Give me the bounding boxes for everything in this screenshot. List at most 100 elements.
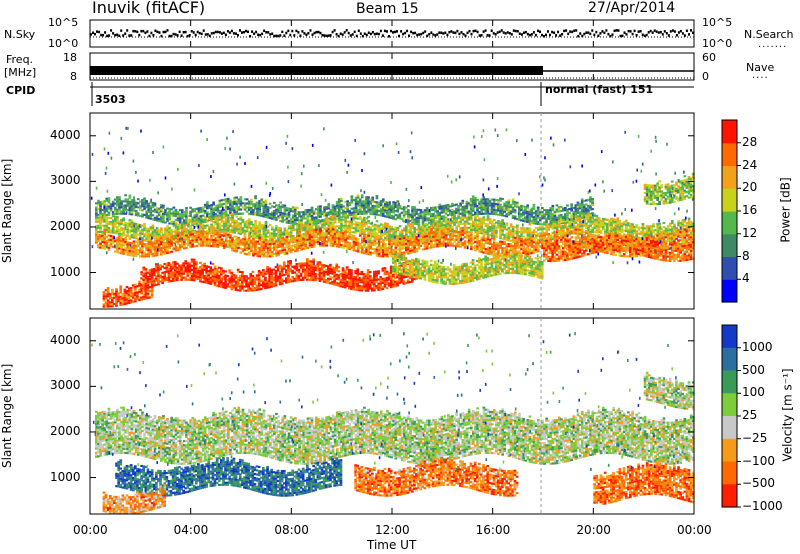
power-cell (392, 209, 395, 212)
power-cell (208, 215, 211, 218)
power-cell (553, 217, 557, 220)
power-cell (650, 231, 653, 234)
power-cell (497, 205, 500, 208)
power-cell (340, 226, 343, 229)
power-cell (235, 208, 238, 211)
power-cell (536, 212, 540, 215)
nsky-sample (241, 31, 243, 34)
power-cell (520, 204, 523, 207)
power-cell (237, 226, 241, 229)
power-cell (218, 205, 222, 208)
power-cell (488, 202, 492, 205)
power-cell (574, 215, 578, 218)
power-cell (323, 232, 326, 235)
power-cell (247, 251, 251, 254)
power-cell (576, 215, 580, 218)
power-cell (132, 232, 136, 235)
power-cell (691, 222, 695, 225)
power-cell (105, 242, 109, 245)
power-cell (335, 205, 339, 208)
power-cell (407, 252, 410, 255)
power-cell (97, 199, 100, 202)
power-cell (183, 230, 186, 233)
nsky-sample (299, 34, 302, 37)
power-cell (279, 233, 282, 236)
nsky-sample (486, 34, 489, 37)
power-cell (111, 225, 115, 228)
power-cell (478, 200, 481, 203)
power-cell (432, 220, 435, 223)
power-cell (560, 227, 563, 230)
power-cell (597, 227, 601, 230)
power-cell (195, 221, 199, 224)
power-cell (582, 204, 586, 207)
power-cell (631, 235, 634, 238)
power-cell (260, 241, 264, 244)
power-cell (346, 216, 349, 219)
power-cell (538, 223, 542, 226)
power-cell (337, 210, 341, 213)
power-cell (210, 208, 213, 211)
power-cell (340, 203, 343, 206)
power-cell (386, 215, 389, 218)
nsky-sample (174, 33, 177, 36)
power-cell (187, 231, 190, 234)
power-cell (620, 230, 624, 233)
power-cell (191, 210, 194, 213)
power-cell (402, 251, 406, 254)
power-cell (218, 244, 222, 247)
power-cell (99, 203, 102, 206)
power-cell (346, 206, 349, 209)
power-cell (591, 204, 594, 207)
power-cell (572, 222, 576, 225)
power-cell (151, 224, 155, 227)
power-cell (327, 222, 331, 225)
power-cell (166, 237, 169, 240)
power-cell (421, 211, 425, 214)
power-cell (250, 206, 253, 209)
power-cell (449, 224, 452, 227)
power-cell (541, 206, 544, 209)
power-cell (103, 226, 107, 229)
power-cell (220, 240, 224, 243)
power-cell (392, 253, 396, 256)
power-cell (149, 209, 153, 212)
power-cell (139, 230, 142, 233)
power-cell (266, 235, 270, 238)
power-cell (237, 218, 241, 221)
power-cell (143, 199, 146, 202)
power-cell (279, 213, 282, 216)
power-cell (474, 231, 477, 234)
power-cell (237, 238, 241, 241)
power-cell (507, 199, 511, 202)
power-cell (271, 234, 274, 237)
power-cell (268, 251, 272, 254)
power-cell (157, 241, 161, 244)
power-cell (482, 200, 486, 203)
power-cell (486, 208, 490, 211)
power-cell (375, 226, 379, 229)
power-cell (153, 242, 157, 245)
power-cell (199, 236, 203, 239)
nsky-sample (319, 31, 322, 35)
power-cell (639, 230, 643, 233)
power-cell (243, 236, 247, 239)
power-cell (490, 198, 494, 201)
nsky-sample (685, 29, 688, 32)
power-cell (432, 219, 435, 222)
power-cell (486, 206, 490, 209)
nsky-sample (249, 35, 252, 38)
power-cell (377, 240, 381, 243)
power-cell (162, 214, 165, 217)
power-cell (199, 217, 203, 220)
power-cell (402, 220, 406, 223)
power-cell (128, 254, 132, 257)
power-cell (323, 236, 326, 239)
power-cell (235, 223, 239, 226)
power-cell (367, 210, 370, 213)
power-cell (197, 228, 201, 231)
power-cell (178, 233, 182, 236)
power-cell (118, 230, 121, 233)
power-cell (329, 215, 333, 218)
power-cell (262, 213, 266, 216)
